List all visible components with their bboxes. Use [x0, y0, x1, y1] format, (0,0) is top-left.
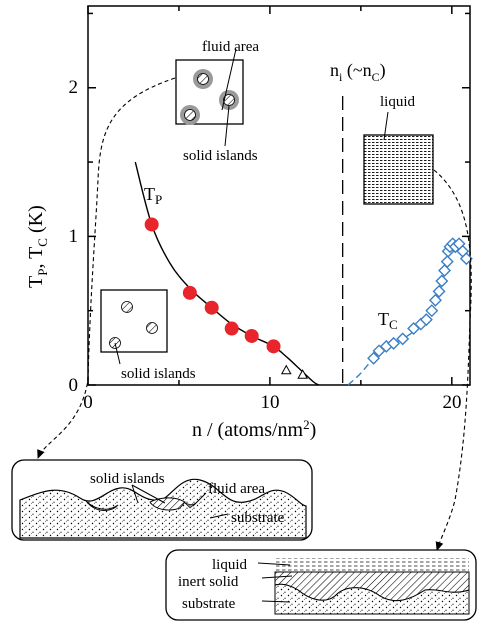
tc-point-4 — [396, 332, 410, 346]
x-axis-title: n / (atoms/nm2) — [192, 417, 316, 441]
plot-frame — [87, 5, 471, 386]
y-tick-label-2: 2 — [69, 77, 79, 98]
label-liquid-top: liquid — [380, 94, 416, 110]
label-solid-islands-top: solid islands — [183, 148, 258, 164]
arrow-to-right-panel — [433, 169, 472, 551]
tc-series-label: TC — [378, 309, 398, 332]
y-tick-label-0: 0 — [69, 375, 79, 396]
bl-label-substrate: substrate — [231, 510, 285, 526]
tp-point-2 — [204, 300, 219, 315]
x-tick-label-20: 20 — [443, 392, 462, 413]
tc-point-9 — [428, 293, 442, 307]
br-label-substrate: substrate — [182, 596, 236, 612]
label-solid-islands-box: solid islands — [121, 366, 196, 382]
ni-label: ni (~nC) — [330, 60, 386, 84]
y-tick-label-1: 1 — [69, 226, 79, 247]
x-tick-label-0: 0 — [83, 392, 93, 413]
inset-liquid-box — [363, 134, 434, 205]
tc-point-20 — [459, 252, 473, 266]
liquid-pointer — [383, 111, 389, 141]
y-axis-title: TP, TC (K) — [25, 205, 50, 288]
br-label-liquid: liquid — [212, 557, 248, 573]
tp-point-3 — [224, 321, 239, 336]
bl-label-solid-islands: solid islands — [90, 471, 165, 487]
tc-point-13 — [440, 255, 454, 269]
bottom-left-panel — [11, 459, 313, 541]
tc-point-7 — [419, 313, 433, 327]
tp-point-4 — [244, 328, 259, 343]
tp-fit-line — [134, 161, 320, 386]
x-tick-label-10: 10 — [261, 392, 280, 413]
tp-open-point-1 — [297, 369, 308, 379]
bl-label-fluid-area: fluid area — [208, 481, 265, 497]
tp-open-point-0 — [280, 364, 292, 375]
tp-point-5 — [266, 339, 281, 354]
arrow-to-left-panel — [37, 77, 176, 459]
br-label-inert-solid: inert solid — [178, 574, 239, 590]
tc-point-8 — [425, 304, 439, 318]
inset-fluid-islands — [175, 48, 244, 147]
tc-point-3 — [387, 336, 401, 350]
tc-point-10 — [432, 284, 446, 298]
data-markers — [144, 217, 473, 379]
axis-ticks — [87, 6, 470, 386]
inset-solid-islands — [100, 289, 168, 365]
tp-series-label: TP — [144, 184, 162, 207]
tp-point-1 — [182, 285, 197, 300]
bottom-right-panel — [165, 549, 477, 621]
tc-point-0 — [367, 351, 381, 365]
tp-point-0 — [144, 217, 159, 232]
label-fluid-area-top: fluid area — [202, 39, 259, 55]
tc-point-11 — [435, 274, 449, 288]
